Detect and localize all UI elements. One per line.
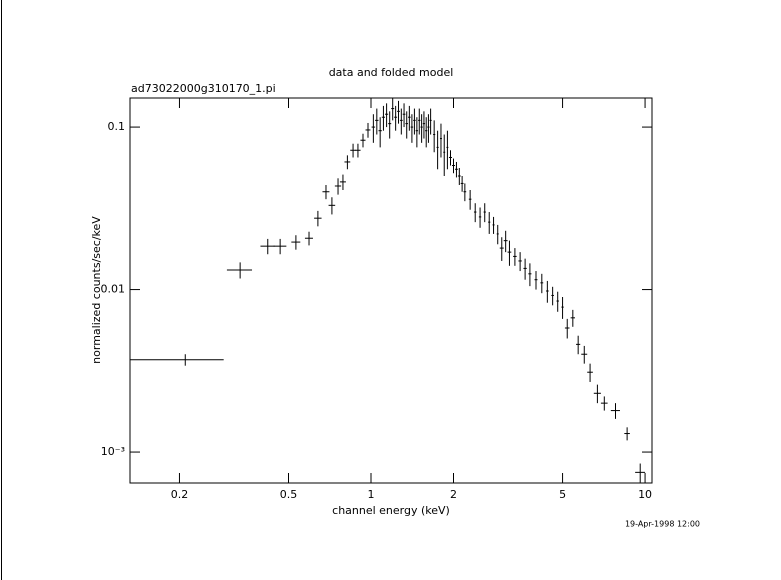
- x-axis-label: channel energy (keV): [332, 504, 450, 517]
- x-tick-label: 2: [450, 488, 457, 501]
- chart-subtitle: ad73022000g310170_1.pi: [131, 82, 276, 95]
- y-tick-label: 0.01: [101, 283, 126, 296]
- plot-frame: [129, 97, 653, 484]
- y-tick-label: 0.1: [108, 120, 126, 133]
- y-tick-label: 10⁻³: [101, 445, 125, 458]
- timestamp: 19-Apr-1998 12:00: [625, 520, 700, 529]
- x-tick-label: 1: [368, 488, 375, 501]
- x-tick-label: 5: [559, 488, 566, 501]
- x-tick-label: 0.5: [280, 488, 298, 501]
- y-axis-label: normalized counts/sec/keV: [90, 216, 103, 364]
- x-tick-label: 10: [638, 488, 652, 501]
- chart-title: data and folded model: [329, 66, 454, 79]
- x-tick-label: 0.2: [171, 488, 189, 501]
